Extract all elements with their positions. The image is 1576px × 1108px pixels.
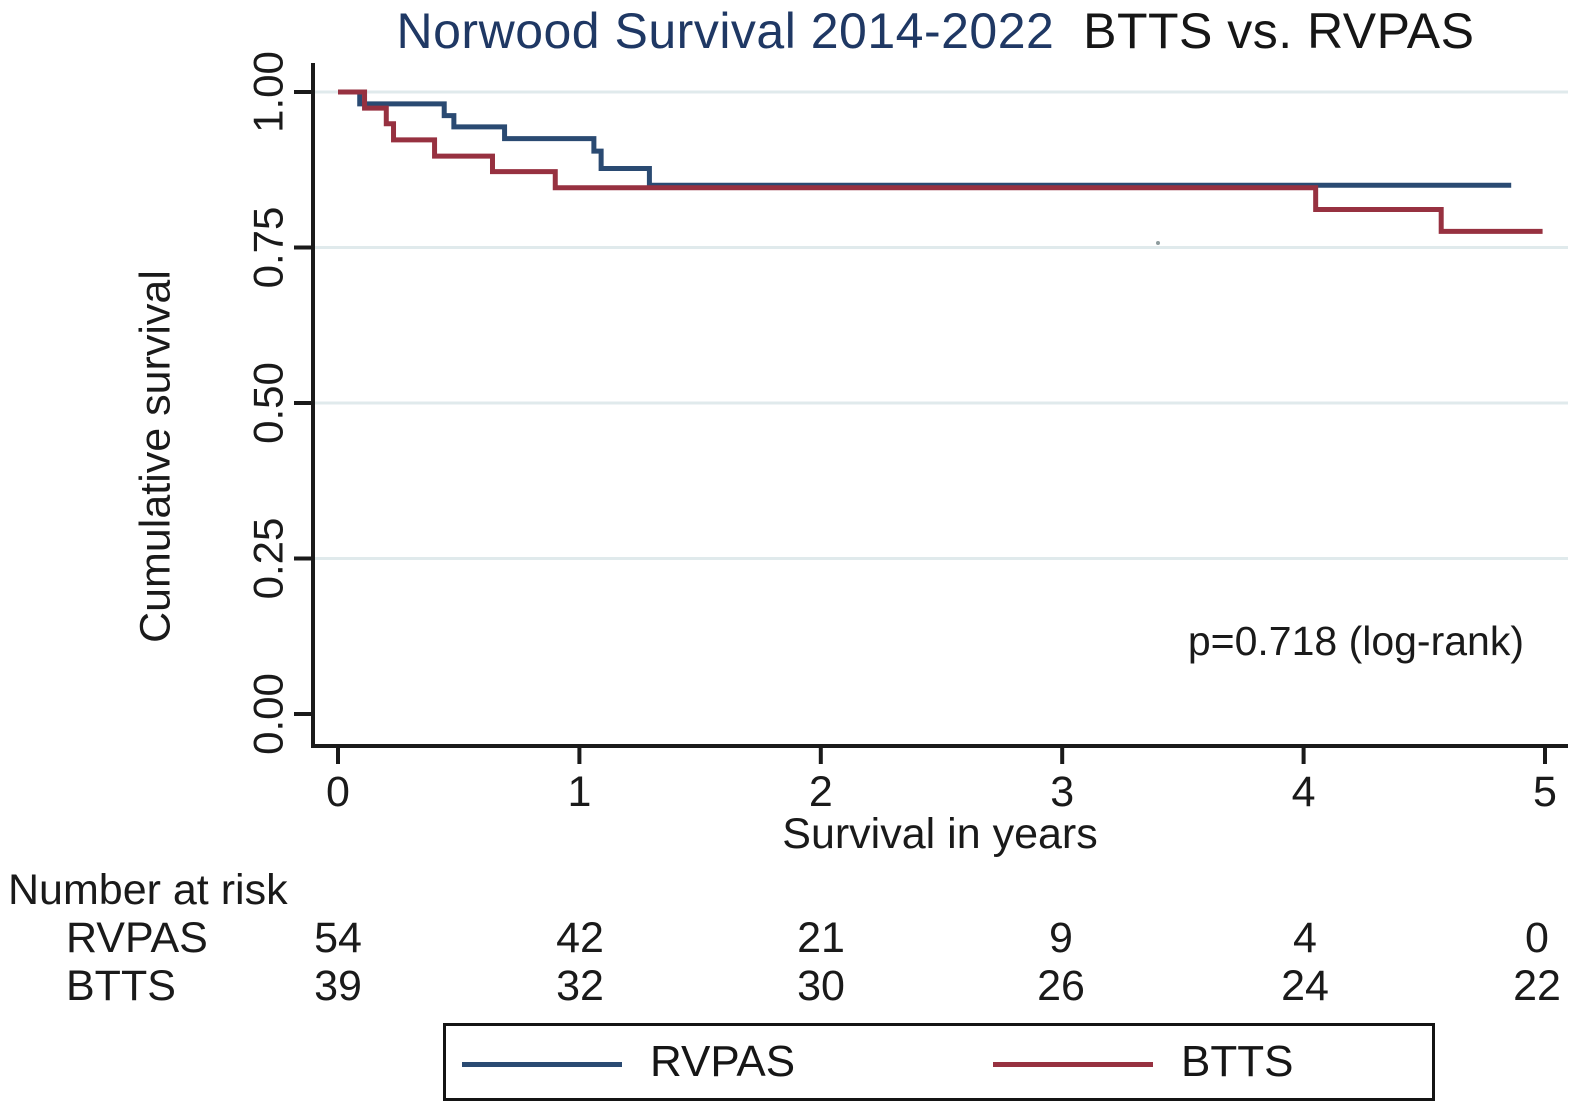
risk-count: 0 — [1525, 914, 1549, 962]
legend-box: RVPAS BTTS — [443, 1023, 1435, 1101]
y-tick-label: 0.50 — [245, 362, 292, 444]
x-tick-label: 2 — [809, 768, 833, 816]
legend-line-btts — [993, 1062, 1153, 1067]
risk-count: 42 — [556, 914, 604, 962]
risk-count: 4 — [1293, 914, 1317, 962]
chart-title: Norwood Survival 2014-2022 BTTS vs. RVPA… — [295, 2, 1576, 60]
y-tick-label: 0.25 — [245, 518, 292, 600]
x-tick-label: 5 — [1533, 768, 1557, 816]
number-at-risk-header: Number at risk — [8, 866, 288, 914]
chart-title-suffix: BTTS vs. RVPAS — [1054, 3, 1475, 59]
y-axis-title: Cumulative survival — [131, 270, 180, 643]
log-rank-p-value: p=0.718 (log-rank) — [1187, 618, 1524, 664]
series-line-btts — [338, 89, 1543, 234]
risk-count: 24 — [1281, 962, 1329, 1010]
x-tick-label: 1 — [567, 768, 591, 816]
risk-row-label-rvpas: RVPAS — [66, 914, 208, 962]
risk-row-label-btts: BTTS — [66, 962, 176, 1010]
legend-label-btts: BTTS — [1181, 1037, 1294, 1086]
risk-count: 22 — [1513, 962, 1561, 1010]
legend-label-rvpas: RVPAS — [650, 1037, 796, 1086]
risk-count: 30 — [797, 962, 845, 1010]
risk-count: 32 — [556, 962, 604, 1010]
x-tick-label: 3 — [1050, 768, 1074, 816]
series-line-rvpas — [338, 89, 1512, 188]
x-tick-label: 4 — [1292, 768, 1316, 816]
y-tick-label: 1.00 — [245, 51, 292, 133]
stray-dot-artifact — [1156, 241, 1160, 245]
risk-count: 26 — [1037, 962, 1085, 1010]
chart-title-main: Norwood Survival 2014-2022 — [396, 3, 1055, 59]
y-tick-label: 0.00 — [245, 673, 292, 755]
survival-plot-canvas: 1.00 0.75 0.50 0.25 0.00 0 1 2 3 4 5 — [245, 51, 1568, 816]
x-axis-title: Survival in years — [782, 810, 1098, 858]
legend-line-rvpas — [462, 1062, 622, 1067]
risk-count: 39 — [314, 962, 362, 1010]
risk-count: 21 — [797, 914, 845, 962]
x-tick-label: 0 — [326, 768, 350, 816]
y-tick-label: 0.75 — [245, 207, 292, 289]
risk-count: 54 — [314, 914, 362, 962]
risk-count: 9 — [1049, 914, 1073, 962]
